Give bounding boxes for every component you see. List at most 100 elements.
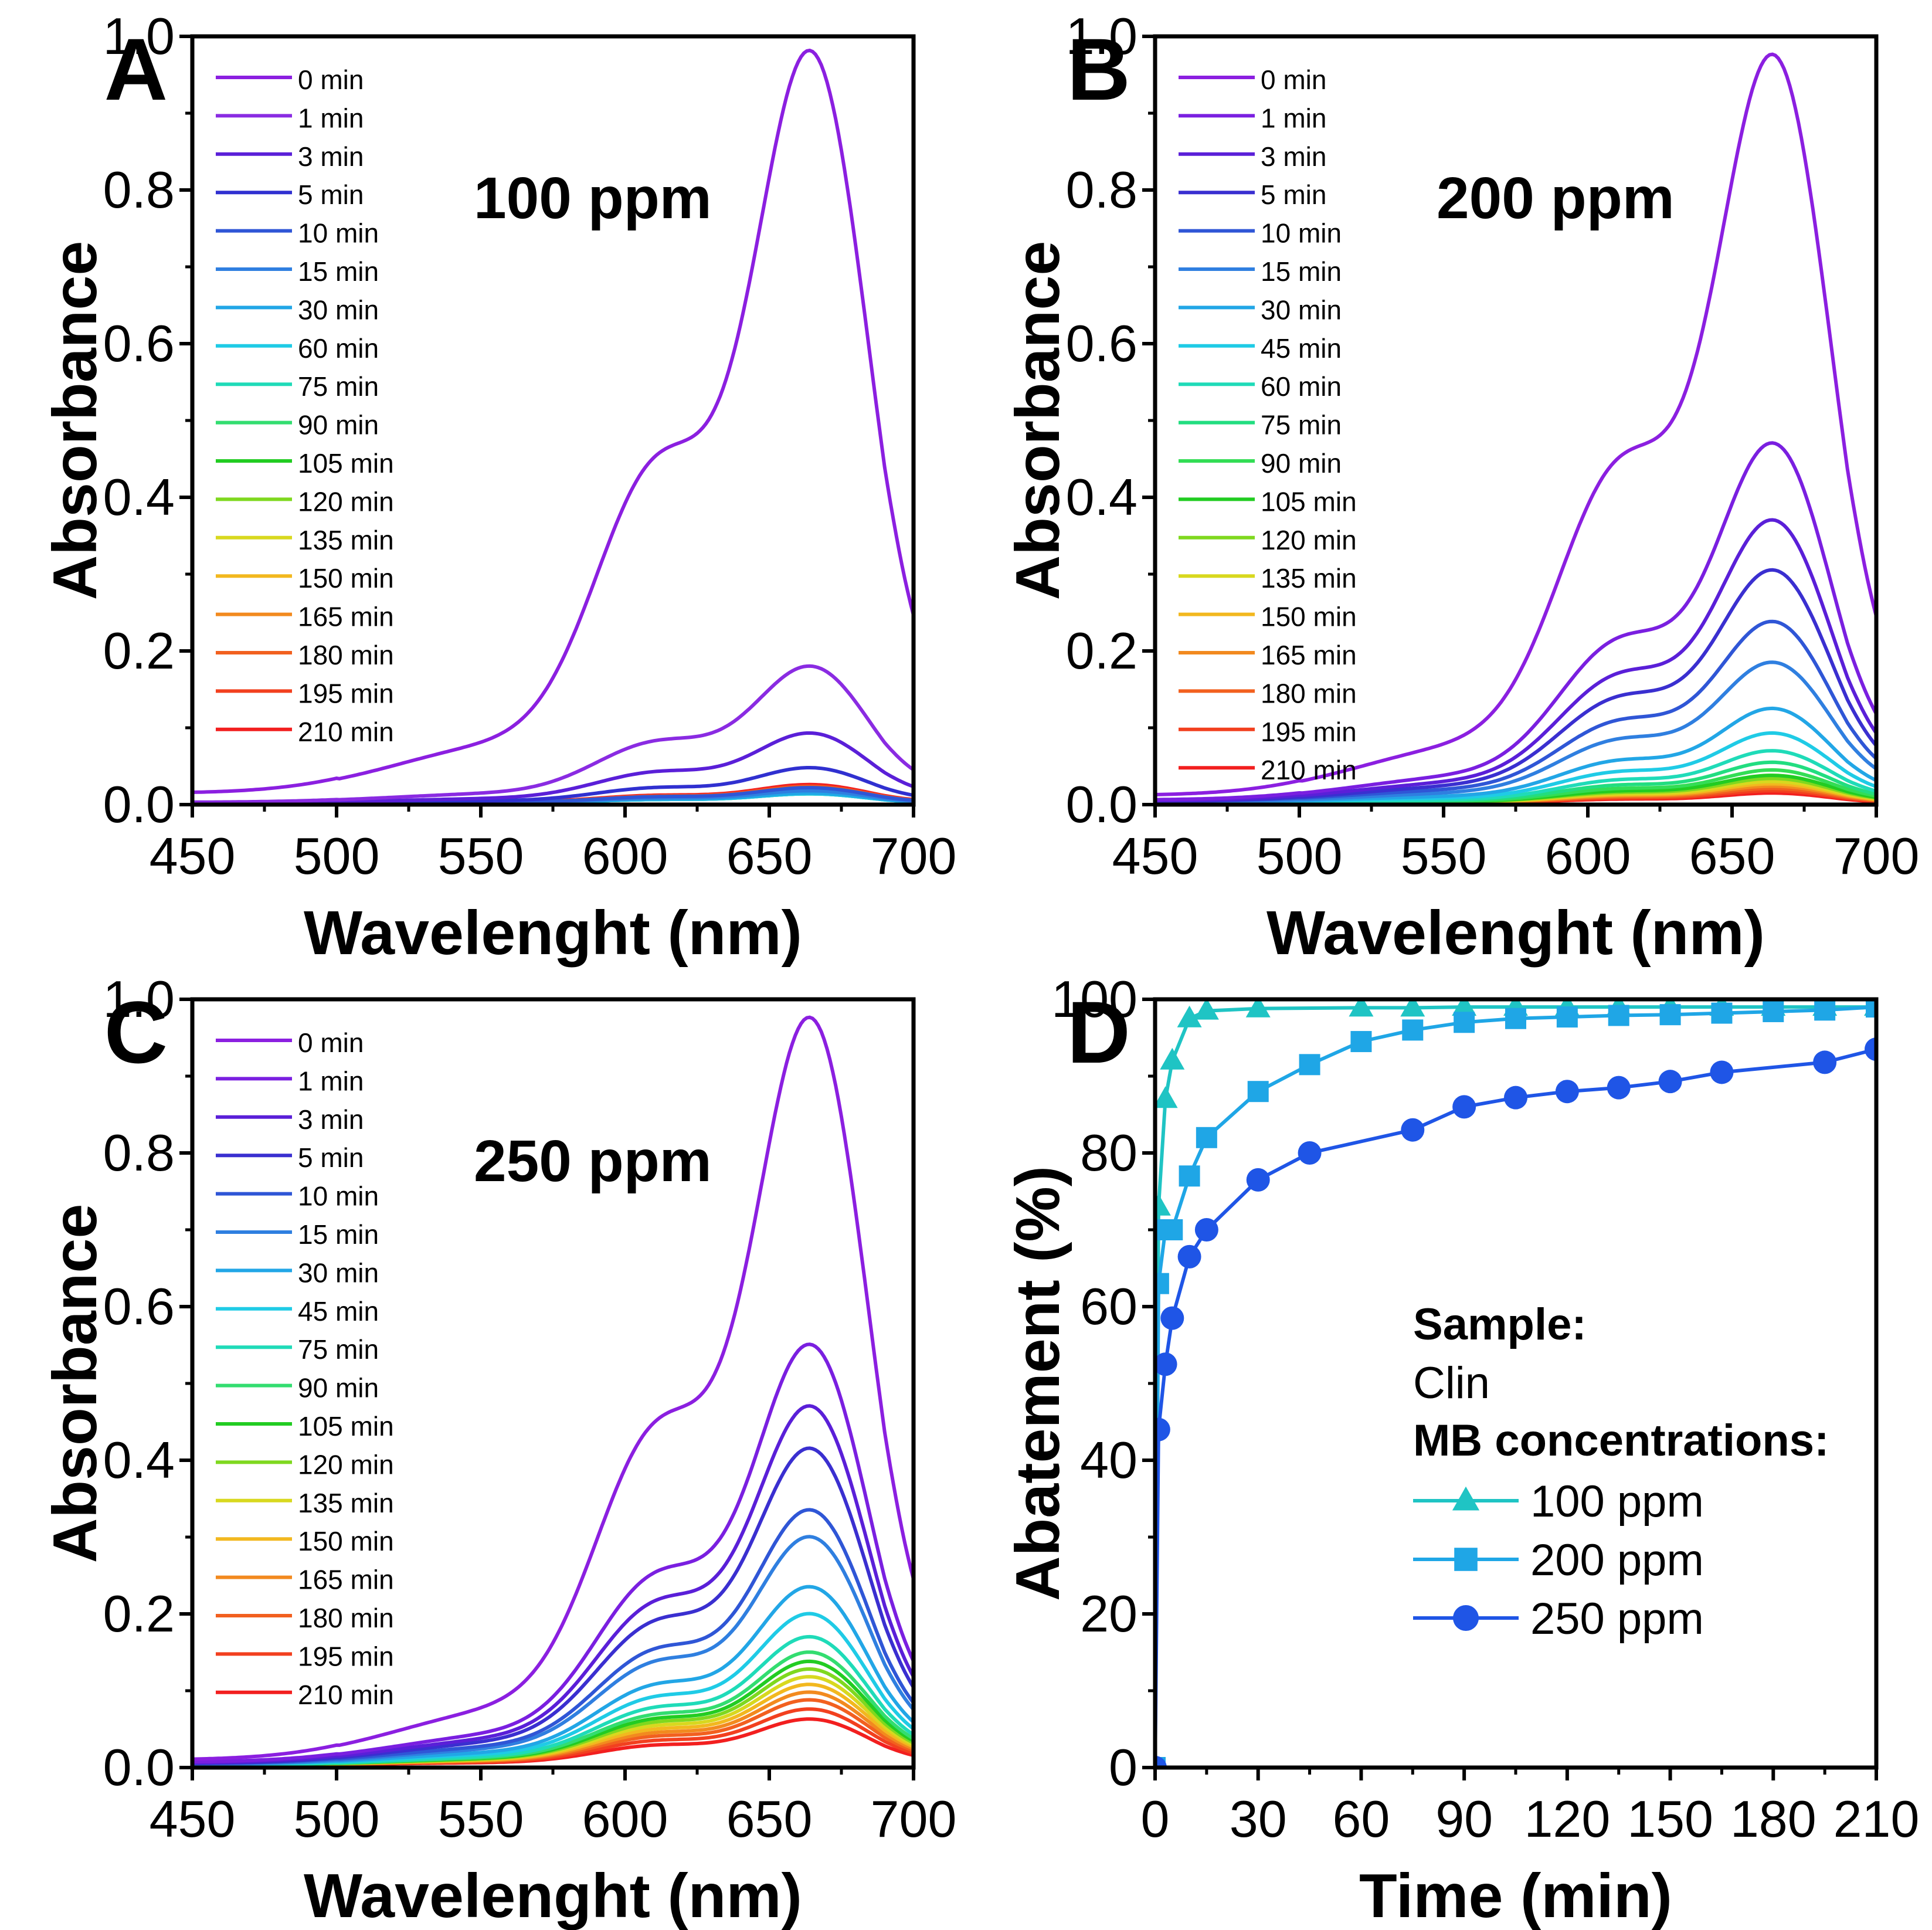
- data-point: [1160, 1047, 1185, 1070]
- y-tick-label: 1.0: [103, 970, 175, 1028]
- legend-entry: 135 min: [298, 525, 394, 555]
- series-line: [1155, 518, 1876, 802]
- legend: 0 min 1 min 3 min 5 min 10 min 15 min 30 min 60…: [216, 65, 394, 747]
- x-tick-label: 700: [871, 1790, 957, 1848]
- data-point: [1813, 1050, 1837, 1074]
- x-tick-label: 500: [294, 827, 380, 885]
- y-tick-label: 0.6: [103, 1277, 175, 1335]
- data-point: [1349, 999, 1374, 1017]
- legend-entry: 90 min: [298, 410, 379, 440]
- legend-entry: 60 min: [1261, 371, 1342, 402]
- legend-entry: 120 min: [298, 1449, 394, 1480]
- y-tick-label: 0.8: [103, 161, 175, 219]
- legend-entry: 150 min: [298, 563, 394, 593]
- y-tick-label: 1.0: [103, 7, 175, 65]
- y-axis-label: Absorbance: [40, 1204, 110, 1563]
- y-tick-label: 20: [1080, 1585, 1138, 1643]
- y-tick-label: 0: [1109, 1738, 1138, 1796]
- data-point: [1155, 1273, 1169, 1294]
- y-tick-label: 60: [1080, 1277, 1138, 1335]
- legend-entry: 165 min: [1261, 640, 1357, 670]
- panel-letter: A: [104, 20, 168, 118]
- legend-entry: 1 min: [298, 103, 364, 133]
- concentration-label: 250 ppm: [474, 1128, 712, 1194]
- data-point: [1155, 1756, 1167, 1768]
- y-tick-label: 0.2: [103, 622, 175, 680]
- y-axis-label: Absorbance: [40, 241, 110, 601]
- legend-entry: 180 min: [298, 1603, 394, 1633]
- data-point: [1607, 1076, 1631, 1100]
- series-line: [1155, 1005, 1876, 1768]
- legend-entry: 165 min: [298, 1565, 394, 1595]
- legend-entry: 5 min: [298, 179, 364, 210]
- panel-letter: D: [1067, 983, 1130, 1081]
- legend-entry: 90 min: [298, 1373, 379, 1403]
- x-tick-label: 550: [438, 1790, 524, 1848]
- legend-heading: Sample:: [1413, 1300, 1587, 1349]
- legend-entry: 120 min: [1261, 525, 1357, 555]
- y-tick-label: 0.8: [1066, 161, 1138, 219]
- legend-entry: 150 min: [1261, 602, 1357, 632]
- y-tick-label: 0.4: [103, 468, 175, 526]
- plot-frame: [1153, 34, 1879, 807]
- x-tick-label: 60: [1332, 1790, 1390, 1848]
- y-axis-label: Abatement (%): [1003, 1166, 1072, 1601]
- x-tick-label: 700: [871, 827, 957, 885]
- series-line: [192, 1015, 914, 1761]
- series-line: [1155, 1005, 1876, 1768]
- data-point: [1556, 1006, 1578, 1028]
- data-point: [1504, 1086, 1527, 1110]
- plot-frame: [190, 997, 916, 1770]
- legend-entry: 75 min: [1261, 410, 1342, 440]
- y-tick-label: 0.6: [1066, 314, 1138, 372]
- legend-entry: 100 ppm: [1530, 1477, 1704, 1527]
- legend-entry: 60 min: [298, 333, 379, 364]
- legend-entry: 180 min: [1261, 678, 1357, 708]
- x-tick-label: 450: [150, 827, 236, 885]
- legend-entry: 10 min: [1261, 218, 1342, 249]
- data-point: [1400, 999, 1425, 1017]
- x-tick-label: 180: [1730, 1790, 1816, 1848]
- y-tick-label: 0.4: [1066, 468, 1138, 526]
- x-tick-label: 450: [1112, 827, 1198, 885]
- x-axis-label: Wavelenght (nm): [304, 1861, 802, 1930]
- legend: Sample: Clin MB concentrations: 100 ppm 200 …: [1413, 1300, 1829, 1644]
- y-tick-label: 40: [1080, 1431, 1138, 1489]
- x-tick-label: 550: [1401, 827, 1487, 885]
- plot-area: [192, 1015, 914, 1767]
- legend-entry: 195 min: [298, 678, 394, 708]
- x-tick-label: 0: [1141, 1790, 1170, 1848]
- data-point: [1659, 1004, 1681, 1026]
- x-tick-label: 210: [1833, 1790, 1920, 1848]
- x-tick-label: 600: [582, 1790, 668, 1848]
- x-axis-label: Wavelenght (nm): [304, 898, 802, 968]
- data-point: [1155, 1086, 1178, 1108]
- legend-entry: 30 min: [298, 294, 379, 325]
- data-point: [1162, 1219, 1183, 1240]
- legend-entry: 105 min: [298, 448, 394, 479]
- legend-entry: 3 min: [1261, 141, 1326, 172]
- x-axis-label: Time (min): [1359, 1861, 1672, 1930]
- panel-b: B 450 500 550 600 650 700 0.0 0.2 0.4 0.6 0.8 1.0 Wav…: [1003, 7, 1919, 968]
- data-point: [1452, 1095, 1476, 1119]
- y-tick-label: 100: [1051, 970, 1138, 1028]
- legend-entry: 15 min: [298, 1219, 379, 1250]
- x-tick-label: 30: [1230, 1790, 1287, 1848]
- y-tick-label: 0.2: [1066, 622, 1138, 680]
- x-tick-label: 120: [1524, 1790, 1610, 1848]
- series-line: [1155, 1047, 1876, 1768]
- data-point: [1401, 1118, 1425, 1142]
- x-tick-label: 500: [1257, 827, 1343, 885]
- legend-entry: 45 min: [1261, 333, 1342, 364]
- legend: 0 min 1 min 3 min 5 min 10 min 15 min 30 min 45…: [1179, 65, 1357, 785]
- legend-entry: 210 min: [298, 717, 394, 747]
- x-tick-label: 650: [726, 827, 813, 885]
- legend-marker: [1452, 1486, 1480, 1511]
- legend-entry: 10 min: [298, 1181, 379, 1212]
- plot-area: [1155, 999, 1876, 1768]
- y-tick-label: 0.2: [103, 1585, 175, 1643]
- y-tick-label: 0.0: [103, 1738, 175, 1796]
- data-point: [1247, 1081, 1269, 1103]
- legend-entry: 105 min: [1261, 486, 1357, 517]
